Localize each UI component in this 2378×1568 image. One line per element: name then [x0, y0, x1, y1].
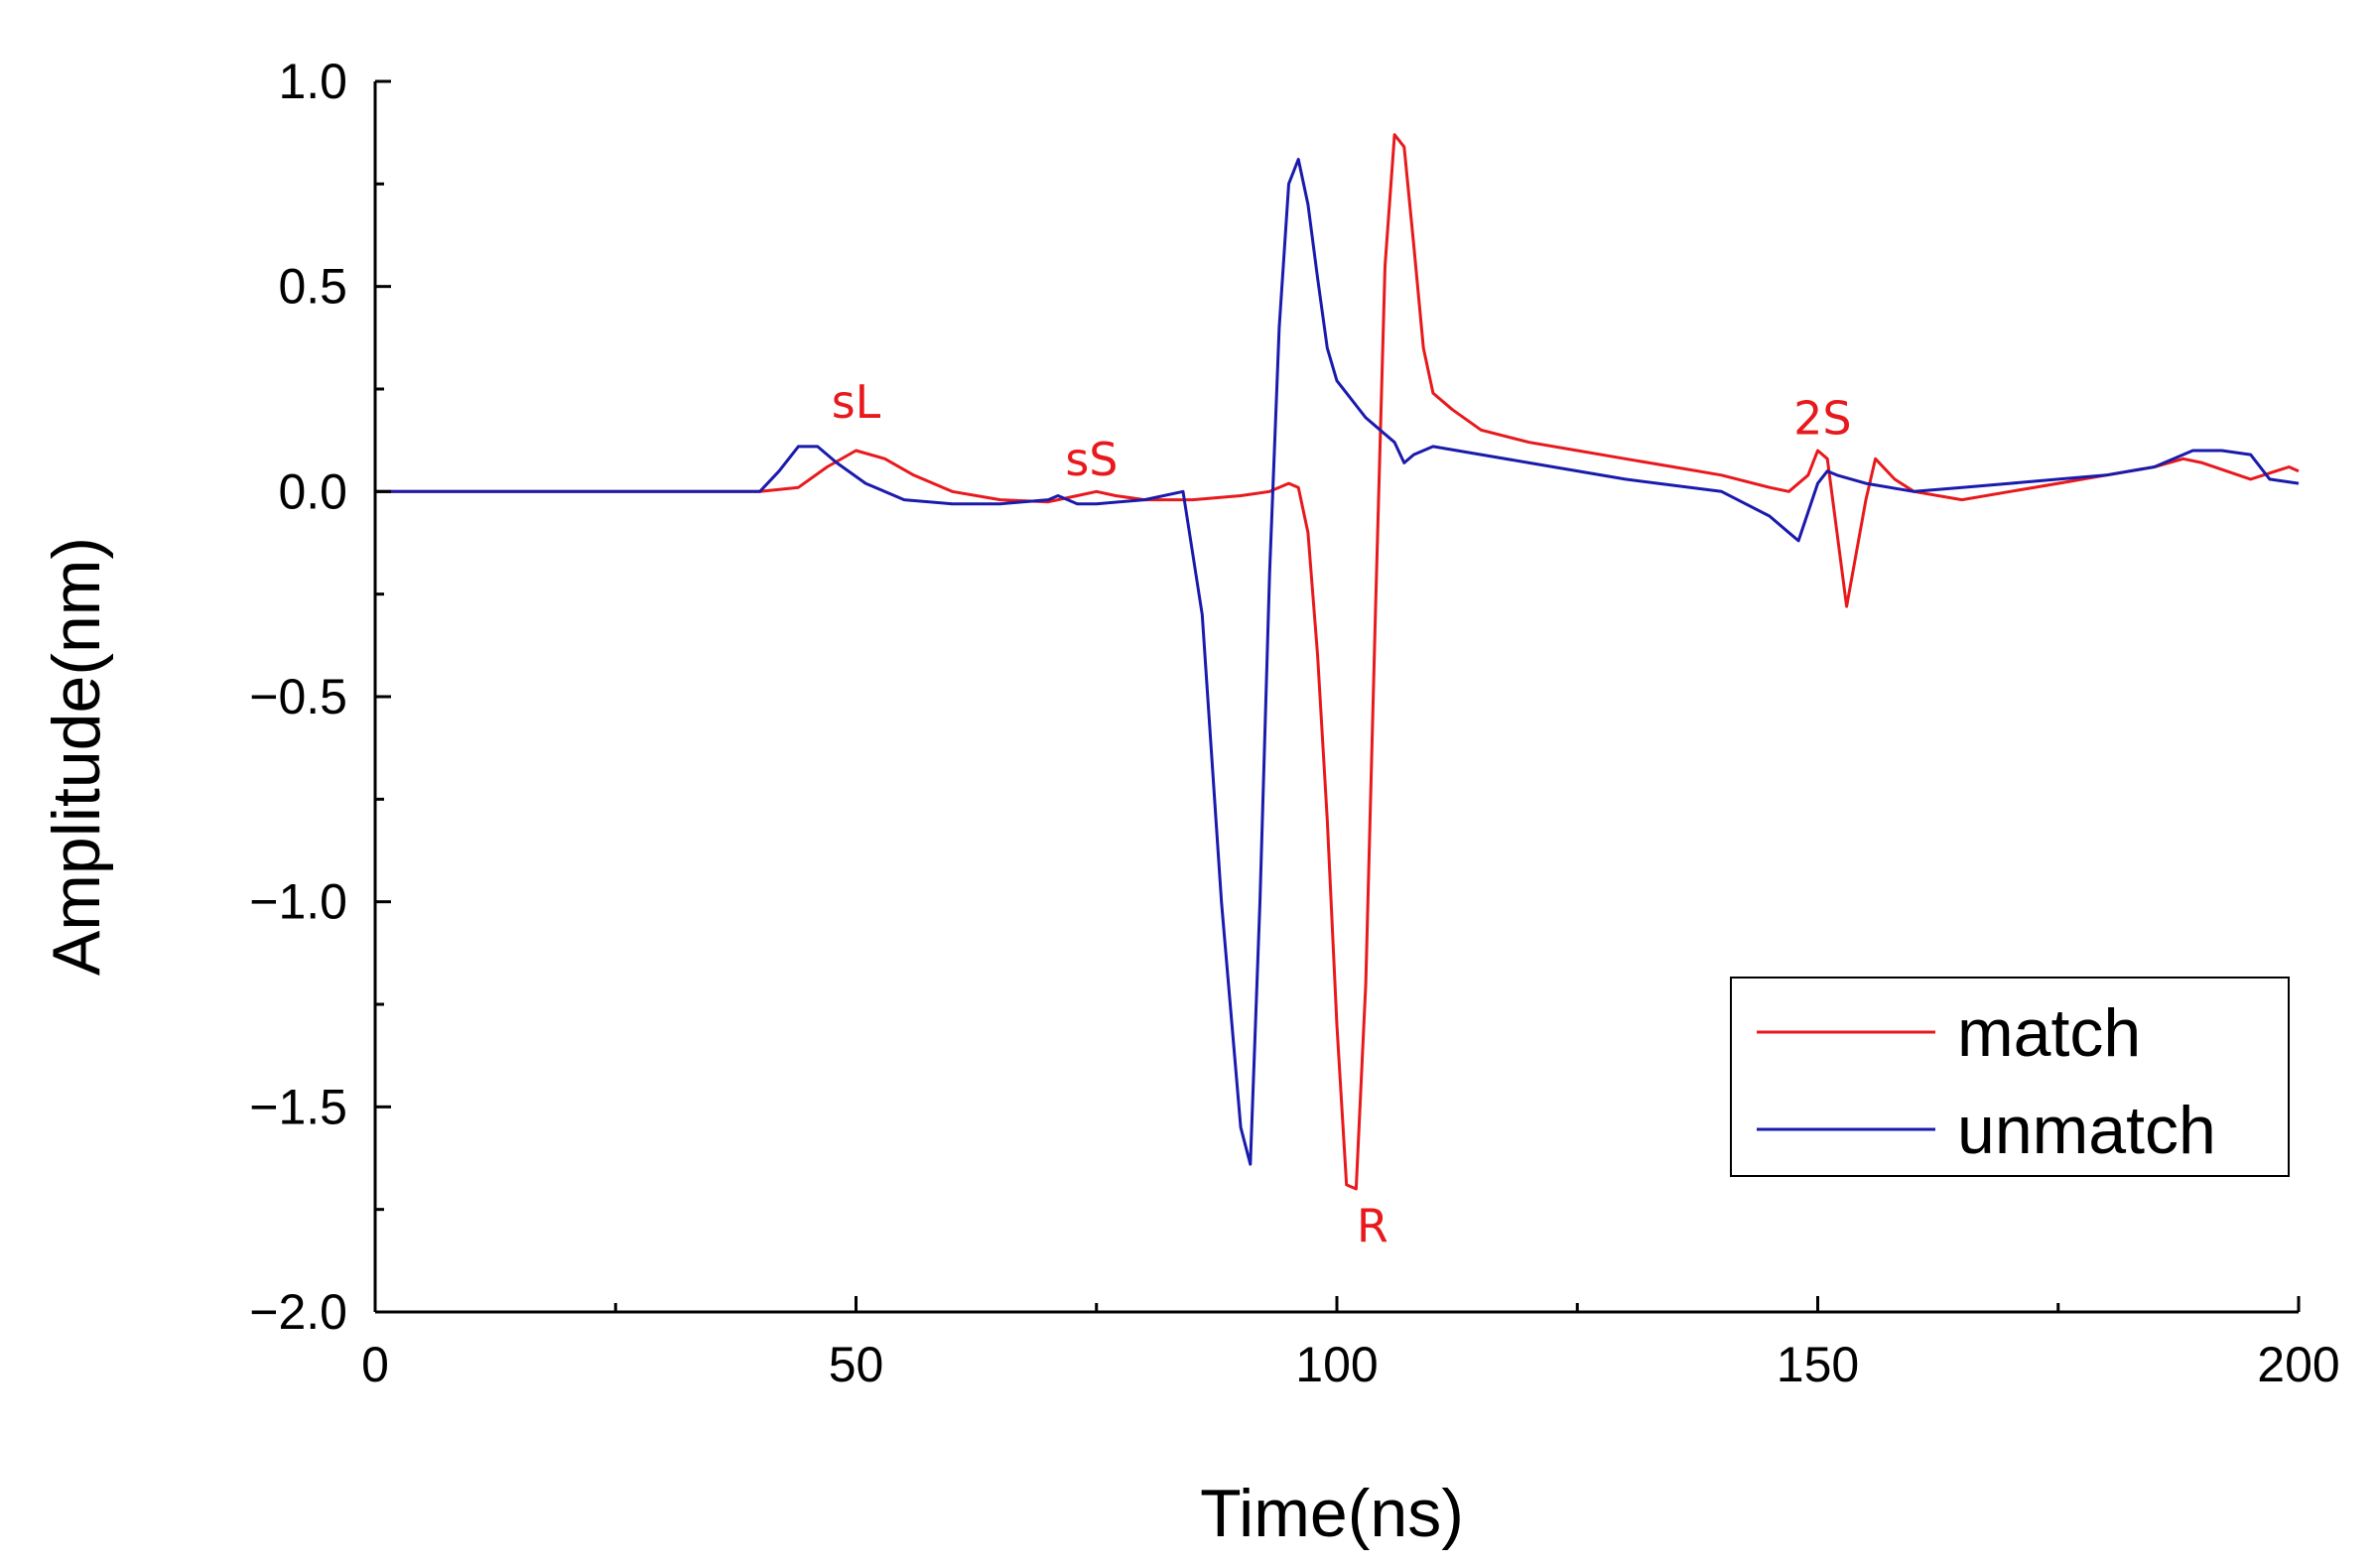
annotation-sL: sL [832, 375, 881, 429]
x-tick-label: 150 [1777, 1337, 1859, 1392]
x-tick-label: 50 [829, 1337, 884, 1392]
y-tick-label: −0.5 [249, 669, 347, 724]
legend-box [1730, 977, 2290, 1177]
y-tick-label: 0.0 [278, 463, 347, 519]
legend: match unmatch [1730, 977, 2290, 1177]
annotation-2S: 2S [1793, 391, 1851, 445]
axes-layer: 0 50 100 150 200 1.0 0.5 0.0 −0.5 −1.0 −1.5 −2.0 [249, 54, 2339, 1392]
series-layer [375, 133, 2300, 1191]
annotation-layer: sL sS R 2S [832, 375, 1852, 1253]
y-tick-label: 0.5 [278, 259, 347, 315]
x-tick-label: 0 [361, 1337, 389, 1392]
y-tick-label: −2.0 [249, 1284, 347, 1340]
legend-label-match: match [1957, 995, 2141, 1071]
x-axis-title: Time(ns) [1200, 1476, 1464, 1551]
y-axis-title: Amplitude(nm) [39, 537, 114, 976]
annotation-sS: sS [1065, 433, 1118, 486]
x-tick-label: 200 [2257, 1337, 2339, 1392]
y-tick-label: −1.5 [249, 1079, 347, 1134]
annotation-R: R [1357, 1200, 1388, 1253]
y-tick-label: 1.0 [278, 54, 347, 109]
y-tick-label: −1.0 [249, 874, 347, 930]
x-tick-label: 100 [1295, 1337, 1378, 1392]
legend-label-unmatch: unmatch [1957, 1093, 2216, 1168]
series-line-unmatch [375, 158, 2300, 1166]
